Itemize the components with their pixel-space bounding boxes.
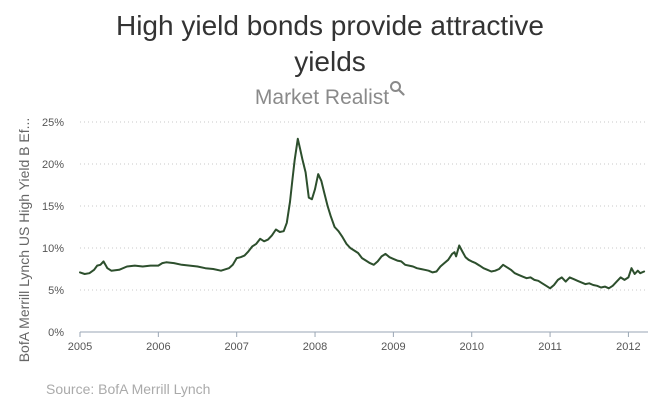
brand-text: Market Realist: [254, 86, 390, 109]
x-tick-label: 2010: [459, 341, 483, 353]
y-tick-label: 0%: [48, 327, 64, 339]
series-group: [79, 137, 646, 290]
x-tick-label: 2011: [538, 341, 562, 353]
y-axis-ticks: 0% 5% 10% 15% 20% 25%: [42, 117, 64, 339]
y-tick-label: 5%: [48, 285, 64, 297]
series-line-0: [79, 137, 646, 290]
y-tick-label: 15%: [42, 201, 64, 213]
x-tick-label: 2005: [68, 341, 92, 353]
y-tick-label: 10%: [42, 243, 64, 255]
brand-logo: Market Realist: [0, 81, 660, 110]
x-axis-ticks: 2005 2006 2007 2008 2009 2010 2011 2012: [68, 332, 641, 353]
x-tick-label: 2008: [303, 341, 327, 353]
x-tick-label: 2012: [616, 341, 640, 353]
y-tick-label: 20%: [42, 159, 64, 171]
y-tick-label: 25%: [42, 117, 64, 129]
chart-title-line-1: High yield bonds provide attractive: [115, 10, 544, 41]
x-tick-label: 2009: [381, 341, 405, 353]
chart-title: High yield bonds provide attractive yiel…: [0, 8, 660, 80]
magnifier-icon: [390, 81, 405, 96]
x-tick-label: 2007: [224, 341, 248, 353]
chart-title-line-2: yields: [294, 46, 366, 77]
source-note: Source: BofA Merrill Lynch: [46, 381, 211, 397]
gridlines: [80, 121, 648, 291]
x-tick-label: 2006: [146, 341, 170, 353]
